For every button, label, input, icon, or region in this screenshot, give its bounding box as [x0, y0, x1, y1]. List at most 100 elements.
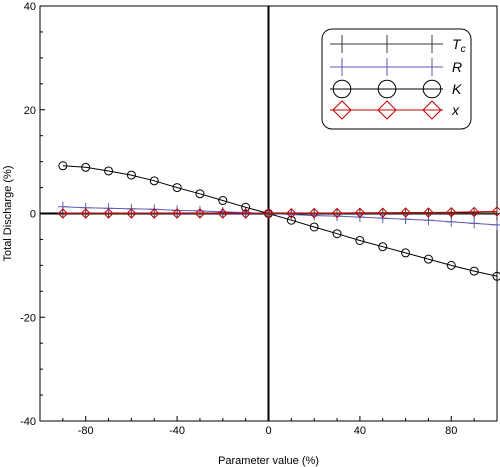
- legend-entry-tc-marker: [423, 35, 441, 53]
- series-x-point: [194, 208, 206, 219]
- series-x-point: [354, 207, 366, 218]
- legend-entry-r: R: [330, 58, 462, 76]
- series-x-point-shape: [126, 208, 137, 219]
- series-k-point: [241, 202, 251, 212]
- y-tick-label: -20: [20, 312, 36, 324]
- series-k-point-ring: [355, 235, 365, 245]
- series-r-point: [492, 219, 500, 230]
- series-k-point-ring: [241, 202, 251, 212]
- series-k-point-ring: [401, 248, 411, 258]
- series-x-point-shape: [354, 207, 366, 218]
- series-k-point-ring: [469, 266, 479, 276]
- series-layer: [57, 161, 500, 281]
- series-k-point: [218, 196, 228, 206]
- series-r-point: [309, 210, 320, 221]
- series-x-point-shape: [468, 206, 480, 218]
- series-x-point: [126, 208, 137, 219]
- series-k-line: [62, 165, 498, 277]
- legend-entry-x-marker: [422, 100, 442, 120]
- x-tick-label: -80: [78, 425, 94, 437]
- series-k-point: [81, 162, 91, 172]
- legend-entry-k-label: K: [452, 81, 462, 97]
- series-r-point: [57, 201, 68, 212]
- series-k-point-ring: [446, 260, 456, 270]
- legend-entry-k-marker: [377, 79, 397, 99]
- series-x-point-shape: [80, 208, 91, 219]
- series-x-point: [240, 208, 251, 219]
- series-x-point: [57, 208, 69, 219]
- x-tick-label: 40: [354, 425, 366, 437]
- legend-entry-x: x: [330, 100, 460, 120]
- series-x-point-shape: [103, 208, 114, 219]
- series-k-point: [172, 183, 182, 193]
- y-tick-label: 0: [30, 209, 36, 221]
- series-k-point: [195, 189, 205, 199]
- series-r-point: [469, 218, 480, 229]
- legend-entry-k: K: [330, 79, 462, 99]
- y-axis-title: Total Discharge (%): [2, 166, 14, 262]
- series-x-point: [263, 208, 274, 219]
- series-k-point: [492, 271, 500, 281]
- legend-entry-x-marker: [377, 100, 397, 120]
- series-r-point: [194, 205, 205, 216]
- x-axis-title: Parameter value (%): [218, 455, 319, 467]
- series-x-point-shape: [423, 207, 434, 218]
- series-k-point: [286, 215, 296, 225]
- series-x-point-shape: [240, 208, 251, 219]
- series-x-point-shape: [308, 207, 320, 219]
- series-x-point-shape: [331, 207, 343, 219]
- legend-entry-tc-subscript: c: [461, 44, 466, 55]
- series-x-point-shape: [400, 207, 411, 218]
- series-x-point-shape: [57, 208, 69, 219]
- series-x: [57, 206, 500, 219]
- series-x-point: [468, 206, 480, 218]
- x-tick-label: -40: [169, 425, 185, 437]
- series-x-point-shape: [377, 207, 388, 218]
- series-r-point: [446, 216, 457, 227]
- legend-entry-r-label: R: [452, 59, 462, 75]
- series-k-point-ring: [286, 215, 296, 225]
- series-k-point-ring: [104, 166, 114, 176]
- series-x-point: [423, 207, 434, 218]
- series-x-point: [103, 208, 114, 219]
- series-x-point: [308, 207, 320, 219]
- legend-entry-r-marker: [333, 58, 351, 76]
- series-k-point: [378, 242, 388, 252]
- series-k-point-ring: [149, 176, 159, 186]
- series-k-point-ring: [58, 161, 68, 171]
- series-k-point-ring: [309, 222, 319, 232]
- y-tick-label: 20: [24, 105, 36, 117]
- legend-entry-k-marker-ring: [332, 79, 352, 99]
- series-k-point: [149, 176, 159, 186]
- series-k-point: [104, 166, 114, 176]
- legend-entry-k-marker-ring: [422, 79, 442, 99]
- series-r-point: [377, 213, 388, 224]
- series-x-point: [446, 206, 457, 218]
- series-k-point-ring: [195, 189, 205, 199]
- series-k-point-ring: [218, 196, 228, 206]
- series-x-point-shape: [171, 208, 183, 219]
- legend-entry-tc-marker: [378, 35, 396, 53]
- series-x-point: [331, 207, 343, 219]
- series-x-point-shape: [446, 206, 457, 218]
- series-r-line: [62, 206, 498, 226]
- series-x-point: [171, 208, 183, 219]
- legend-box: [321, 28, 472, 130]
- legend-entry-k-marker-ring: [377, 79, 397, 99]
- series-x-point-shape: [217, 208, 229, 219]
- legend-entry-x-marker-shape: [377, 100, 397, 120]
- x-tick-label: 0: [265, 425, 271, 437]
- series-x-point-shape: [149, 208, 160, 219]
- series-k-point-ring: [492, 271, 500, 281]
- y-tick-label: -40: [20, 416, 36, 428]
- legend-entry-x-marker: [332, 100, 352, 120]
- series-k-point: [401, 248, 411, 258]
- series-x-point: [286, 208, 297, 219]
- legend-entry-r-marker: [378, 58, 396, 76]
- series-x-point: [377, 207, 388, 218]
- series-tc-point: [492, 208, 500, 219]
- series-k-point-ring: [378, 242, 388, 252]
- series-k-point: [355, 235, 365, 245]
- series-k-point: [126, 170, 136, 180]
